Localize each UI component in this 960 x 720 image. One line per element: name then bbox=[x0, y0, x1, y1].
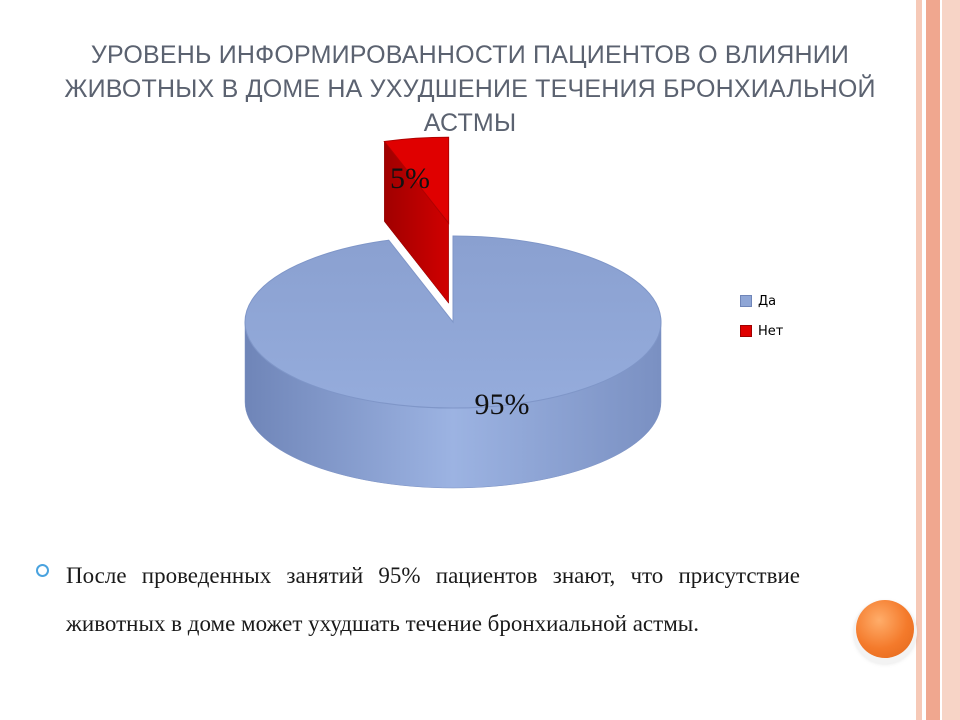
bullet-paragraph: После проведенных занятий 95% пациентов … bbox=[36, 552, 800, 648]
legend-item-yes: Да bbox=[740, 291, 783, 311]
decorative-orange-circle bbox=[856, 600, 914, 658]
bullet-ring-icon bbox=[36, 564, 49, 577]
pie-slice-Нет bbox=[383, 136, 450, 225]
decorative-stripes bbox=[916, 0, 960, 720]
stripe-1 bbox=[916, 0, 922, 720]
bullet-text: После проведенных занятий 95% пациентов … bbox=[66, 563, 800, 636]
legend-item-no: Нет bbox=[740, 321, 783, 341]
data-label-no: 5% bbox=[390, 162, 430, 195]
stripe-3 bbox=[942, 0, 960, 720]
chart-legend: Да Нет bbox=[740, 291, 783, 351]
stripe-2 bbox=[926, 0, 940, 720]
legend-label-yes: Да bbox=[758, 293, 777, 309]
legend-swatch-yes bbox=[740, 295, 752, 307]
legend-swatch-no bbox=[740, 325, 752, 337]
pie-slice-Да bbox=[244, 235, 662, 409]
data-label-yes: 95% bbox=[475, 388, 530, 421]
legend-label-no: Нет bbox=[758, 323, 784, 339]
slide-title: УРОВЕНЬ ИНФОРМИРОВАННОСТИ ПАЦИЕНТОВ О ВЛ… bbox=[64, 41, 876, 137]
